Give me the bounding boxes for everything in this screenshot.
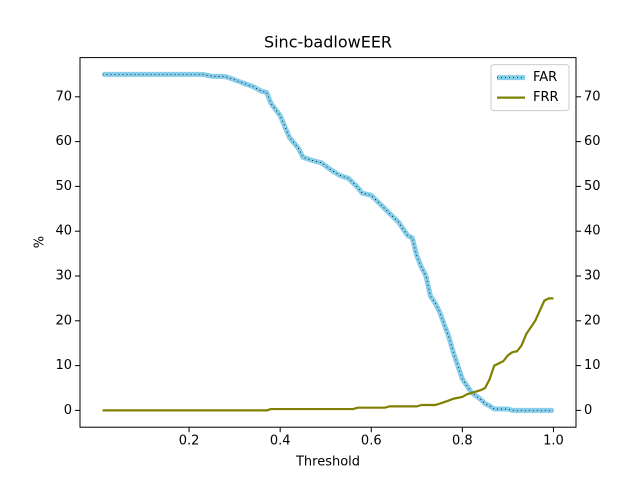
y2-tick-label: 0 <box>584 403 592 418</box>
axes-frame <box>79 57 577 428</box>
y2-tick-label: 50 <box>584 179 601 194</box>
y2-tick-label: 40 <box>584 224 601 239</box>
series-line-dots <box>102 74 554 411</box>
y2-tick-label: 60 <box>584 134 601 149</box>
series-line <box>102 71 554 413</box>
y-tick-label: 10 <box>55 358 72 373</box>
y2-tick-label: 70 <box>584 89 601 104</box>
series-line <box>102 297 554 412</box>
legend-label: FRR <box>533 90 559 105</box>
y-tick-label: 70 <box>55 89 72 104</box>
x-tick-label: 0.8 <box>452 434 473 449</box>
y-tick-label: 30 <box>55 269 72 284</box>
y-tick-label: 20 <box>55 313 72 328</box>
y2-tick-label: 30 <box>584 269 601 284</box>
x-tick-label: 0.6 <box>361 434 382 449</box>
chart-title: Sinc-badlowEER <box>264 33 392 52</box>
y-tick-label: 60 <box>55 134 72 149</box>
y-tick-label: 0 <box>64 403 72 418</box>
y2-tick-label: 10 <box>584 358 601 373</box>
y-tick-label: 50 <box>55 179 72 194</box>
y2-tick-label: 20 <box>584 313 601 328</box>
x-tick-label: 0.4 <box>270 434 291 449</box>
y-tick-label: 40 <box>55 224 72 239</box>
y-axis-label: % <box>33 236 48 248</box>
x-tick-label: 1.0 <box>543 434 564 449</box>
legend-label: FAR <box>533 70 557 85</box>
x-tick-label: 0.2 <box>179 434 200 449</box>
x-axis-label: Threshold <box>295 455 360 470</box>
